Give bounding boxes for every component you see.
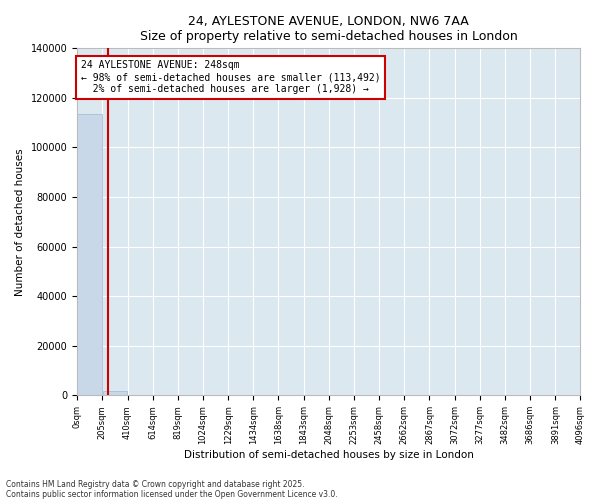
Title: 24, AYLESTONE AVENUE, LONDON, NW6 7AA
Size of property relative to semi-detached: 24, AYLESTONE AVENUE, LONDON, NW6 7AA Si…: [140, 15, 518, 43]
Y-axis label: Number of detached houses: Number of detached houses: [15, 148, 25, 296]
X-axis label: Distribution of semi-detached houses by size in London: Distribution of semi-detached houses by …: [184, 450, 474, 460]
Text: 24 AYLESTONE AVENUE: 248sqm
← 98% of semi-detached houses are smaller (113,492)
: 24 AYLESTONE AVENUE: 248sqm ← 98% of sem…: [81, 60, 380, 94]
Text: Contains HM Land Registry data © Crown copyright and database right 2025.
Contai: Contains HM Land Registry data © Crown c…: [6, 480, 338, 499]
Bar: [77, 114, 102, 396]
Bar: [103, 390, 127, 396]
